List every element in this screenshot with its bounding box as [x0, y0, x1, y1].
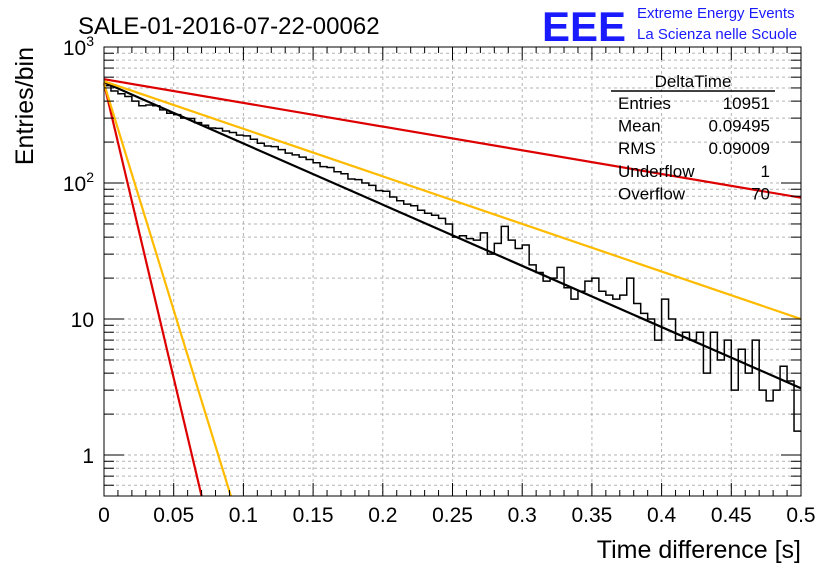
x-tick-label: 0.25	[432, 504, 473, 527]
y-tick-label: 102	[63, 169, 94, 196]
fit-curve-4	[102, 83, 203, 497]
y-tick-label: 10	[71, 309, 94, 332]
stats-row-label: RMS	[618, 139, 656, 158]
x-tick-label: 0.15	[293, 504, 334, 527]
stats-row-value: 1	[761, 162, 770, 181]
x-tick-label: 0.45	[711, 504, 752, 527]
x-tick-label: 0.4	[647, 504, 677, 527]
logo-line-1: Extreme Energy Events	[637, 5, 795, 22]
histogram-outline	[104, 84, 801, 432]
y-tick-label: 1	[82, 445, 94, 468]
x-tick-label: 0.35	[571, 504, 612, 527]
x-tick-label: 0.5	[786, 504, 815, 527]
x-axis-title: Time difference [s]	[597, 536, 801, 564]
stats-row-value: 10951	[723, 94, 770, 113]
stats-row-label: Overflow	[618, 184, 686, 203]
stats-box-name: DeltaTime	[655, 72, 732, 91]
y-tick-label: 103	[63, 33, 94, 60]
eee-logo: EEE Extreme Energy Events La Scienza nel…	[542, 3, 797, 50]
fit-curve-2	[103, 78, 802, 199]
stats-row-label: Mean	[618, 117, 661, 136]
fit-curves	[102, 78, 802, 497]
stats-row-value: 0.09009	[709, 139, 770, 158]
x-tick-label: 0.05	[153, 504, 194, 527]
y-axis-title: Entries/bin	[11, 47, 39, 165]
histogram	[104, 84, 801, 432]
stats-row-value: 70	[751, 184, 770, 203]
y-tick-labels: 1 10 102 103	[63, 33, 94, 468]
grid-lines	[104, 47, 801, 497]
stats-row-label: Underflow	[618, 162, 695, 181]
logo-letters: EEE	[542, 3, 626, 50]
x-tick-label: 0.2	[368, 504, 397, 527]
fit-curve-3	[103, 80, 802, 321]
stats-row-label: Entries	[618, 94, 671, 113]
axis-ticks	[103, 46, 802, 497]
x-tick-label: 0.1	[229, 504, 258, 527]
fit-curve-5	[102, 83, 232, 497]
x-tick-label: 0.3	[508, 504, 537, 527]
stats-box: DeltaTime Entries 10951 Mean 0.09495 RMS 0.09…	[611, 72, 775, 203]
x-tick-label: 0	[98, 504, 110, 527]
logo-line-2: La Scienza nelle Scuole	[637, 26, 797, 43]
fit-curve-1	[103, 81, 802, 390]
run-title: SALE-01-2016-07-22-00062	[78, 13, 380, 40]
stats-row-value: 0.09495	[709, 117, 770, 136]
x-tick-labels: 0 0.05 0.1 0.15 0.2 0.25 0.3 0.35 0.4 0.45 0.5	[98, 504, 815, 527]
